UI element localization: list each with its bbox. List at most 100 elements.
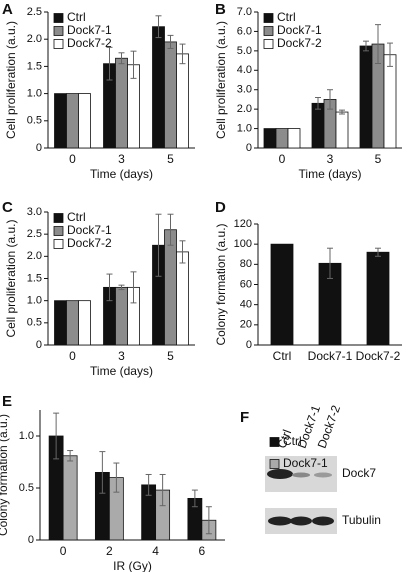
bar <box>152 26 165 149</box>
x-axis-label: Time (days) <box>90 364 153 378</box>
x-axis-label: IR (Gy) <box>113 559 152 572</box>
y-tick-label: 1.0 <box>237 122 252 134</box>
error-bar <box>145 473 152 496</box>
band-label: Dock7 <box>342 466 376 480</box>
blot: F Ctrl Dock7-1 Dock7-2 Dock7 Tubulin <box>240 403 381 534</box>
bar <box>54 93 67 149</box>
error-bar <box>375 247 381 257</box>
legend-label: Ctrl <box>283 434 302 448</box>
bar <box>54 300 67 346</box>
x-tick-label: Ctrl <box>273 349 292 363</box>
bar <box>287 128 301 149</box>
y-tick-label: 3.0 <box>27 206 42 218</box>
bar <box>66 93 79 149</box>
error-bar <box>375 24 381 64</box>
x-axis-label: Time (days) <box>90 167 153 181</box>
bar <box>263 128 277 149</box>
error-bar <box>339 109 345 115</box>
x-tick-label: 4 <box>152 544 159 558</box>
error-bar <box>130 50 137 79</box>
legend-swatch <box>263 13 274 23</box>
bar <box>383 54 397 149</box>
y-tick-label: 1.0 <box>19 430 34 442</box>
error-bar <box>155 213 162 277</box>
y-tick-label: 2.5 <box>27 6 42 18</box>
x-tick-label: 5 <box>167 152 174 166</box>
legend-swatch <box>53 213 64 223</box>
panel-label: B <box>215 1 226 18</box>
y-tick-label: 0.5 <box>27 317 42 329</box>
x-tick-label: 0 <box>279 152 286 166</box>
y-axis-label: Cell proliferation (a.u.) <box>4 219 18 337</box>
error-bar <box>179 240 186 264</box>
legend-label: Dock7-2 <box>277 36 322 50</box>
error-bar <box>159 473 166 507</box>
error-bar <box>327 89 333 110</box>
x-tick-label: 0 <box>69 349 76 363</box>
y-tick-label: 0 <box>246 142 252 154</box>
y-tick-label: 2.0 <box>237 103 252 115</box>
x-tick-label: 0 <box>69 152 76 166</box>
error-bar <box>118 52 125 65</box>
y-tick-label: 5.0 <box>237 45 252 57</box>
error-bar <box>167 34 174 49</box>
bar <box>62 455 78 541</box>
x-tick-label: 3 <box>118 152 125 166</box>
x-tick-label: 5 <box>167 349 174 363</box>
error-bar <box>106 46 113 81</box>
y-tick-label: 6.0 <box>237 25 252 37</box>
y-tick-label: 4.0 <box>237 64 252 76</box>
y-tick-label: 7.0 <box>237 6 252 18</box>
bar <box>366 251 390 346</box>
bar <box>115 286 128 346</box>
legend-label: Ctrl <box>67 10 86 24</box>
legend-swatch <box>263 39 274 49</box>
x-tick-label: Dock7-2 <box>356 349 401 363</box>
bar <box>115 57 128 149</box>
y-tick-label: 1.5 <box>27 272 42 284</box>
y-tick-label: 1.0 <box>27 88 42 100</box>
x-axis-label: Time (days) <box>299 167 362 181</box>
y-tick-label: 0 <box>28 534 34 546</box>
band <box>314 472 332 478</box>
error-bar <box>167 213 174 246</box>
legend-label: Dock7-2 <box>67 36 112 50</box>
legend-swatch <box>269 437 280 447</box>
band <box>292 472 310 478</box>
y-axis-label: Cell proliferation (a.u.) <box>214 21 228 139</box>
legend-label: Dock7-1 <box>67 223 112 237</box>
bar <box>359 45 373 149</box>
bar <box>78 300 91 346</box>
error-bar <box>67 450 74 462</box>
error-bar <box>327 247 333 279</box>
y-tick-label: 120 <box>234 218 252 230</box>
panel-label: F <box>240 409 249 426</box>
y-axis-label: Colony formation (a.u.) <box>0 414 10 536</box>
lane-label: Ctrl <box>275 428 295 450</box>
legend-label: Dock7-2 <box>67 236 112 250</box>
legend-swatch <box>53 226 64 236</box>
legend-swatch <box>53 39 64 49</box>
y-tick-label: 0 <box>36 339 42 351</box>
error-bar <box>363 40 369 52</box>
y-tick-label: 0.5 <box>19 482 34 494</box>
y-tick-label: 40 <box>240 299 252 311</box>
y-tick-label: 0 <box>246 339 252 351</box>
legend-swatch <box>53 26 64 36</box>
bar <box>311 102 325 149</box>
y-tick-label: 2.0 <box>27 33 42 45</box>
y-tick-label: 1.5 <box>27 60 42 72</box>
error-bar <box>130 271 137 304</box>
y-tick-label: 0 <box>36 142 42 154</box>
band <box>267 469 293 479</box>
x-tick-label: 6 <box>199 544 206 558</box>
error-bar <box>99 451 106 494</box>
y-tick-label: 20 <box>240 319 252 331</box>
legend-swatch <box>53 13 64 23</box>
legend-label: Dock7-1 <box>67 23 112 37</box>
bar <box>176 251 189 346</box>
error-bar <box>205 506 212 535</box>
y-tick-label: 2.0 <box>27 250 42 262</box>
error-bar <box>53 412 60 460</box>
